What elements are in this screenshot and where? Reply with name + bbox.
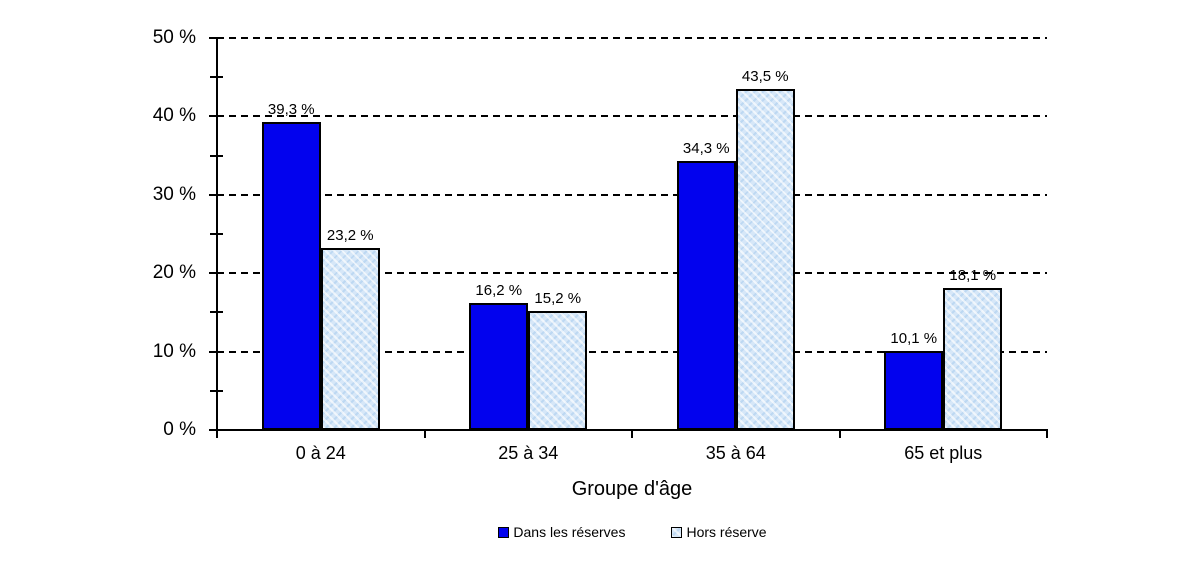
gridline-10: [217, 350, 1047, 353]
y-tick-minor: [210, 154, 223, 157]
y-tick-minor: [210, 233, 223, 235]
y-tick-label: 40 %: [152, 105, 196, 127]
y-tick-label: 50 %: [152, 27, 196, 48]
y-tick-label: 10 %: [152, 340, 196, 362]
y-tick-minor: [210, 311, 223, 314]
y-tick-major: [209, 272, 224, 275]
category-label-1: 25 à 34: [498, 443, 559, 463]
category-label-0: 0 à 24: [295, 443, 346, 463]
y-tick-major: [209, 37, 224, 39]
x-tick: [631, 430, 633, 438]
bar-dans-les-reserves: [676, 161, 736, 430]
y-axis: [216, 38, 218, 432]
legend: Dans les réserves Hors réserve: [217, 524, 1048, 540]
x-tick: [216, 430, 218, 438]
legend-swatch-icon: [671, 526, 683, 538]
value-label: 39,3 %: [267, 100, 315, 118]
x-tick: [423, 430, 426, 438]
y-tick-major: [209, 115, 224, 118]
legend-item-hors-reserve: Hors réserve: [671, 524, 767, 540]
value-label: 18,1 %: [949, 267, 997, 285]
x-tick: [1046, 430, 1048, 438]
bar-hors-reserve: [943, 288, 1003, 430]
gridline-20: [217, 272, 1047, 275]
y-tick-minor: [210, 76, 223, 79]
value-label: 16,2 %: [475, 281, 523, 299]
x-tick: [838, 430, 841, 438]
bar-hors-reserve: [735, 88, 795, 430]
category-label-2: 35 à 64: [705, 443, 766, 463]
bar-dans-les-reserves: [261, 121, 321, 430]
category-label-3: 65 et plus: [904, 443, 983, 463]
value-label: 10,1 %: [890, 329, 938, 347]
bar-hors-reserve: [528, 310, 588, 430]
x-axis-title: Groupe d'âge: [571, 478, 693, 500]
bar-dans-les-reserves: [884, 350, 944, 430]
legend-label: Dans les réserves: [513, 524, 626, 540]
value-label: 23,2 %: [326, 227, 374, 245]
y-tick-label: 0 %: [163, 419, 196, 440]
legend-swatch-icon: [498, 526, 510, 538]
y-tick-label: 30 %: [152, 183, 196, 205]
value-label: 43,5 %: [741, 67, 789, 85]
gridline-40: [217, 115, 1047, 118]
value-label: 15,2 %: [534, 289, 582, 307]
bar-hors-reserve: [320, 248, 380, 430]
y-tick-major: [209, 193, 224, 196]
gridline-50: [217, 37, 1047, 39]
bar-dans-les-reserves: [469, 302, 529, 430]
y-tick-major: [209, 350, 224, 353]
y-tick-minor: [210, 389, 223, 392]
legend-item-dans-les-reserves: Dans les réserves: [498, 524, 625, 540]
y-tick-label: 20 %: [152, 262, 196, 284]
gridline-30: [217, 193, 1047, 196]
legend-label: Hors réserve: [686, 524, 767, 540]
value-label: 34,3 %: [682, 140, 730, 158]
